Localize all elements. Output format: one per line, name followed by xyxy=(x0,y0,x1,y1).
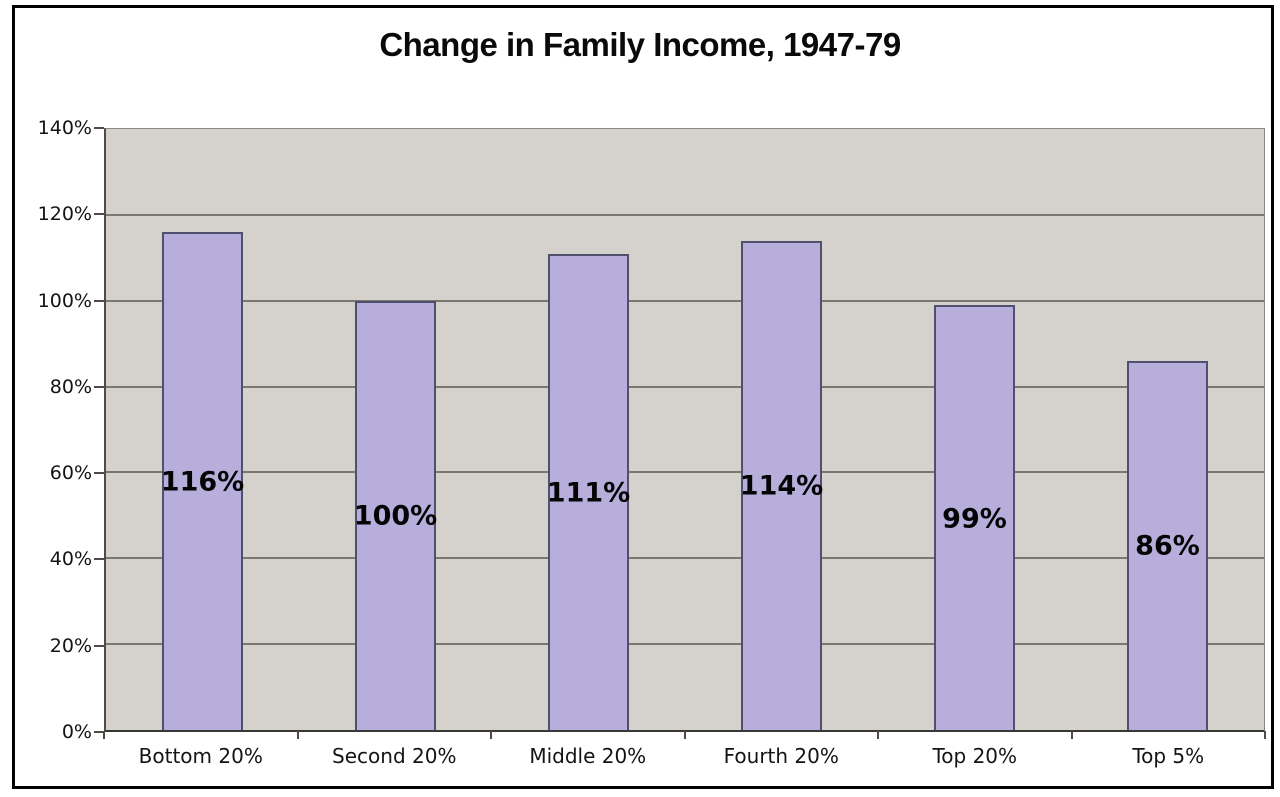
y-tick-mark xyxy=(94,385,104,388)
bar-slot: 114% xyxy=(685,129,878,730)
bar: 114% xyxy=(740,240,823,730)
y-tick-label: 140% xyxy=(37,117,92,139)
x-tick-mark xyxy=(103,731,105,739)
plot-area: 116% 100% 111% 114% 99% 86% xyxy=(104,128,1265,732)
y-tick-mark xyxy=(94,558,104,561)
y-tick-mark xyxy=(94,644,104,647)
x-category-label: Top 20% xyxy=(932,744,1018,768)
bar-value-label: 99% xyxy=(942,503,1007,534)
x-category-label: Middle 20% xyxy=(529,744,647,768)
gridline xyxy=(106,385,1264,388)
x-category-label: Bottom 20% xyxy=(138,744,263,768)
gridline xyxy=(106,299,1264,302)
x-tick-mark xyxy=(1070,731,1073,739)
y-tick-label: 100% xyxy=(37,289,92,312)
y-tick-label: 0% xyxy=(61,721,92,743)
bar-slot: 99% xyxy=(878,129,1071,730)
bar: 111% xyxy=(547,253,630,730)
y-tick-mark xyxy=(94,472,104,475)
y-tick-label: 80% xyxy=(49,375,92,398)
bar: 86% xyxy=(1126,360,1209,730)
x-tick-mark xyxy=(490,731,492,739)
gridline xyxy=(106,213,1264,216)
y-tick-label: 120% xyxy=(37,203,92,226)
gridline xyxy=(106,557,1264,560)
bar-slot: 116% xyxy=(106,129,299,730)
x-axis: Bottom 20% Second 20% Middle 20% Fourth 20%… xyxy=(104,744,1265,772)
y-tick-mark xyxy=(94,127,104,129)
bar-value-label: 111% xyxy=(546,477,631,509)
bar-value-label: 116% xyxy=(160,466,245,498)
gridline xyxy=(106,471,1264,474)
y-tick-label: 20% xyxy=(49,634,92,657)
y-axis: 0% 20% 40% 60% 80% 100% 120% 140% xyxy=(18,117,92,743)
bar-slot: 111% xyxy=(492,129,685,730)
y-tick-mark xyxy=(94,213,104,216)
x-tick-mark xyxy=(877,731,879,739)
y-tick-mark xyxy=(94,299,104,302)
x-tick-mark xyxy=(296,731,299,739)
y-tick-label: 40% xyxy=(49,548,92,571)
bar-slot: 86% xyxy=(1071,129,1264,730)
bar-value-label: 100% xyxy=(353,500,438,532)
gridline xyxy=(106,643,1264,646)
bar-slot: 100% xyxy=(299,129,492,730)
x-category-label: Second 20% xyxy=(332,744,457,768)
x-tick-mark xyxy=(683,731,686,739)
x-category-label: Top 5% xyxy=(1132,744,1205,768)
bar-value-label: 86% xyxy=(1135,530,1200,562)
y-axis-tick-marks xyxy=(94,127,104,733)
x-tick-mark xyxy=(1264,731,1266,739)
chart-title: Change in Family Income, 1947-79 xyxy=(379,26,901,63)
x-category-label: Fourth 20% xyxy=(723,744,839,768)
bar: 116% xyxy=(161,232,244,730)
bar: 99% xyxy=(933,305,1016,730)
bar-value-label: 114% xyxy=(739,470,824,502)
bar: 100% xyxy=(354,300,437,730)
y-tick-label: 60% xyxy=(49,462,92,485)
x-axis-tick-marks xyxy=(103,731,1266,739)
y-tick-mark xyxy=(94,731,104,733)
